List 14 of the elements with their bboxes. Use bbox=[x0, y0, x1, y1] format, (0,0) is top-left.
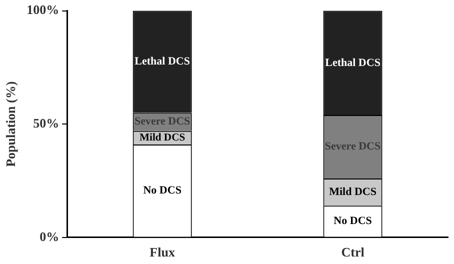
y-tick-label: 50% bbox=[33, 115, 60, 130]
y-axis-title: Population (%) bbox=[3, 81, 18, 167]
y-tick-label: 0% bbox=[40, 228, 60, 244]
series-label: Mild DCS bbox=[140, 132, 186, 144]
series-label: Severe DCS bbox=[134, 116, 190, 128]
text: Lethal DCS bbox=[325, 56, 380, 69]
text: Severe DCS bbox=[324, 140, 381, 153]
x-tick-label: Ctrl bbox=[341, 244, 365, 260]
text: No DCS bbox=[143, 184, 182, 197]
x-tick-label: Flux bbox=[150, 244, 176, 260]
text: Mild DCS bbox=[329, 186, 376, 198]
series-label: Lethal DCS bbox=[134, 56, 190, 68]
y-tick-label: 100% bbox=[26, 2, 60, 18]
series-label: No DCS bbox=[334, 215, 372, 228]
